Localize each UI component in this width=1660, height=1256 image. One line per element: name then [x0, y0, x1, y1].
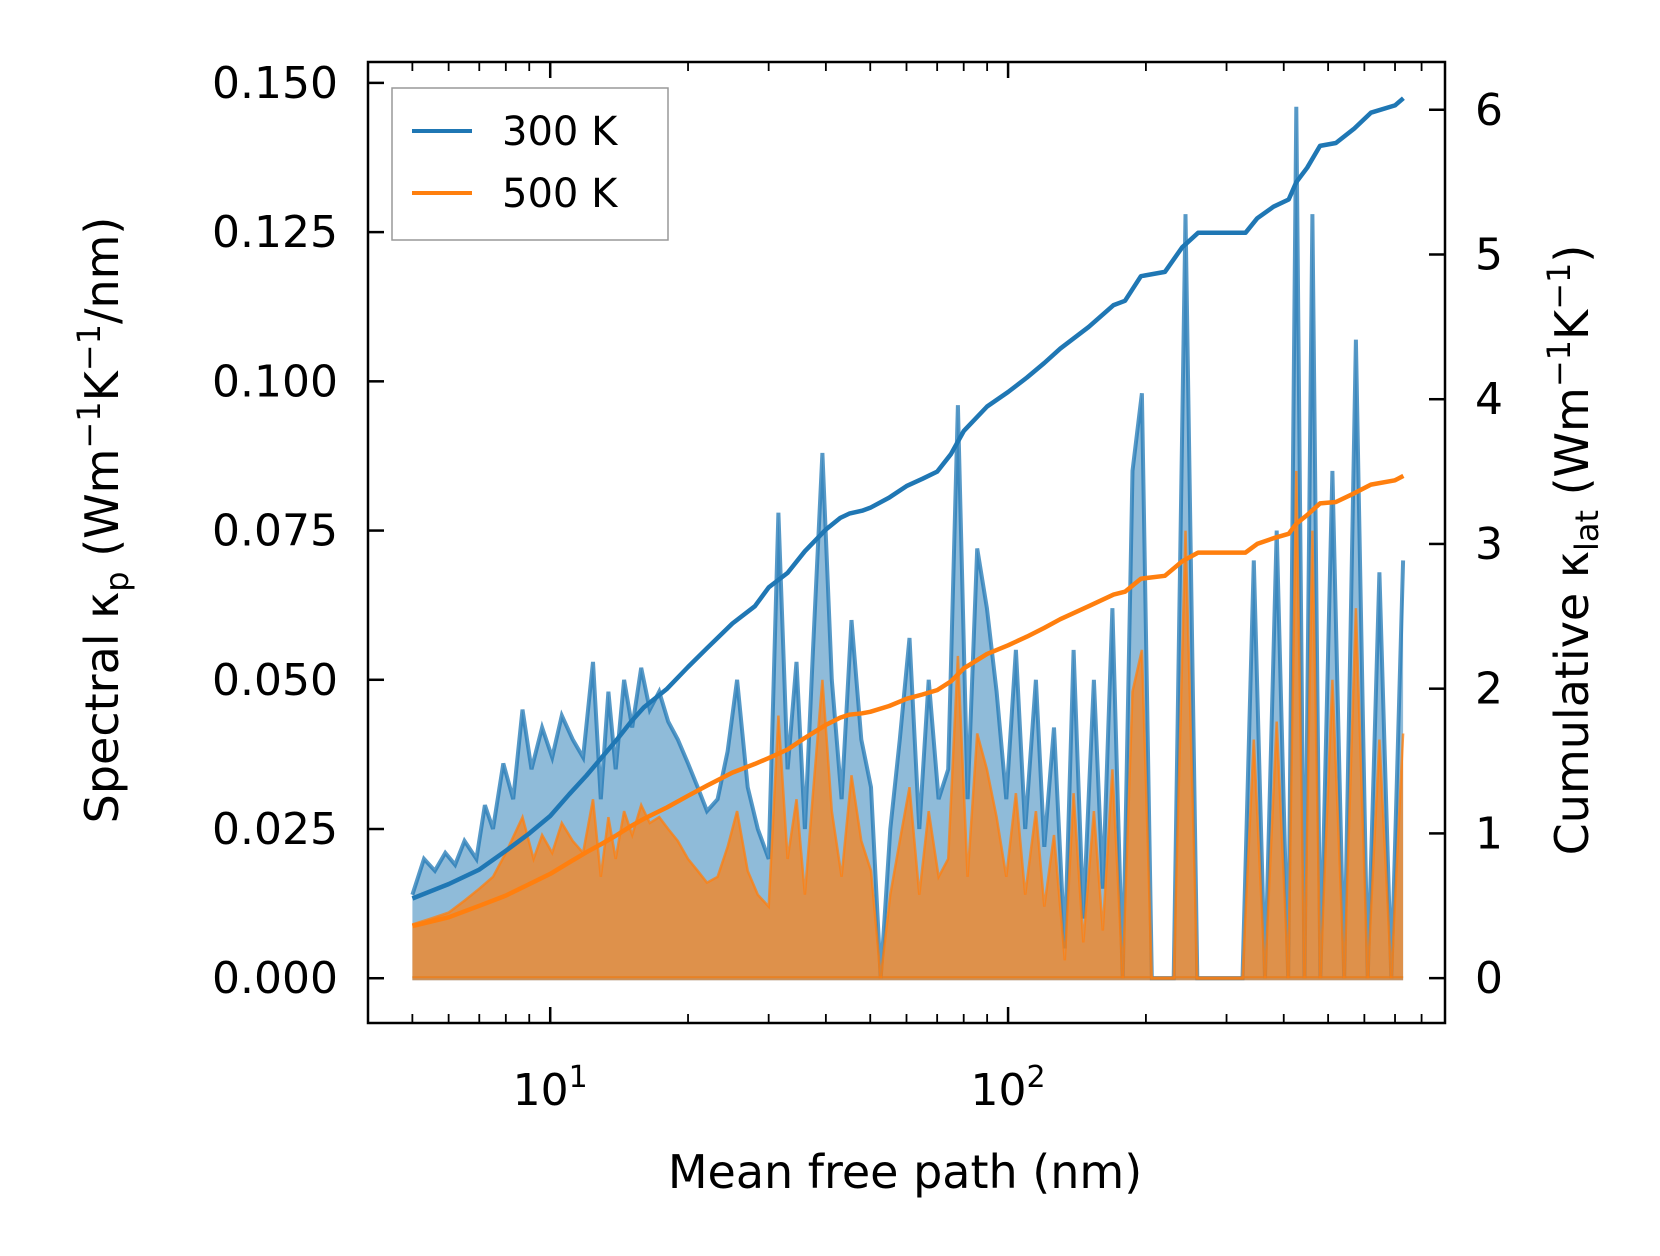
spectral-area-300k: [412, 106, 1404, 979]
y-right-tick-label: 5: [1475, 229, 1503, 280]
spectral-fill-layer: [410, 106, 1406, 981]
y-right-tick-label: 1: [1475, 808, 1503, 859]
y-left-tick-label: 0.075: [212, 506, 338, 557]
line-layer: [411, 96, 1405, 929]
legend-label-500k: 500 K: [502, 171, 619, 217]
y-right-tick-label: 2: [1475, 664, 1503, 715]
y-right-tick-label: 6: [1475, 85, 1503, 136]
y-right-tick-label: 4: [1475, 374, 1503, 425]
spectral-area-500k: [412, 470, 1404, 979]
plot-frame: [366, 60, 1447, 1025]
y-left-tick-label: 0.000: [212, 953, 338, 1004]
y-left-tick-label: 0.100: [212, 356, 338, 407]
tick-layer: 0.000 0.025 0.050 0.075 0.100 0.125 0.150 0 1 2 3 4…: [212, 58, 1503, 1116]
y-left-tick-label: 0.025: [212, 804, 338, 855]
x-axis-title: Mean free path (nm): [668, 1145, 1142, 1199]
legend-label-300k: 300 K: [502, 109, 619, 155]
x-tick-label: 102: [971, 1060, 1046, 1116]
legend-box: [391, 87, 669, 241]
y-right-tick-label: 0: [1475, 953, 1503, 1004]
y-axis-left-title: Spectral κp (Wm−1K−1/nm): [70, 217, 136, 824]
cumulative-line-500k: [411, 473, 1405, 929]
y-left-tick-label: 0.050: [212, 655, 338, 706]
y-left-tick-label: 0.125: [212, 207, 338, 258]
y-axis-right-title: Cumulative κlat (Wm−1K−1): [1540, 245, 1606, 856]
cumulative-line-300k: [411, 96, 1405, 901]
y-left-tick-label: 0.150: [212, 58, 338, 109]
y-right-tick-label: 3: [1475, 519, 1503, 570]
x-tick-label: 101: [513, 1060, 588, 1116]
legend: 300 K 500 K: [391, 87, 669, 241]
